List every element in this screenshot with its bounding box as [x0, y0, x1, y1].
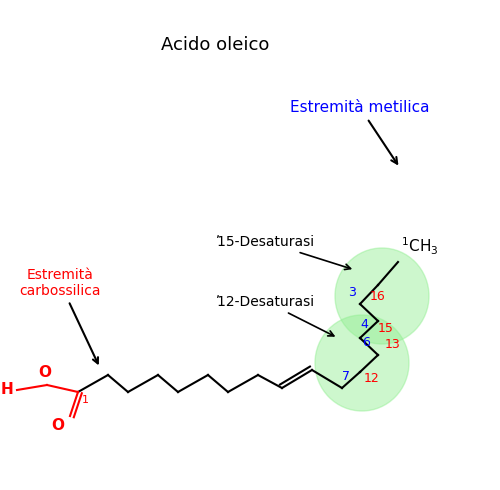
Ellipse shape	[335, 248, 429, 344]
Text: 15: 15	[378, 322, 394, 336]
Text: 13: 13	[385, 339, 401, 351]
Text: O: O	[51, 418, 64, 433]
Text: 4: 4	[360, 318, 368, 332]
Text: ̕15-Desaturasi: ̕15-Desaturasi	[218, 235, 350, 270]
Text: $^1$CH$_3$: $^1$CH$_3$	[401, 236, 438, 257]
Text: 12: 12	[364, 371, 380, 385]
Text: Estremità metilica: Estremità metilica	[290, 100, 430, 164]
Text: Estremità
carbossilica: Estremità carbossilica	[19, 268, 101, 364]
Text: 16: 16	[370, 290, 386, 302]
Text: Acido oleico: Acido oleico	[161, 36, 269, 54]
Text: 6: 6	[362, 337, 370, 349]
Text: 3: 3	[348, 286, 356, 298]
Text: H: H	[0, 383, 13, 397]
Text: O: O	[38, 365, 52, 380]
Ellipse shape	[315, 315, 409, 411]
Text: 7: 7	[342, 369, 350, 383]
Text: 1: 1	[82, 395, 89, 405]
Text: ̕12-Desaturasi: ̕12-Desaturasi	[218, 295, 334, 336]
